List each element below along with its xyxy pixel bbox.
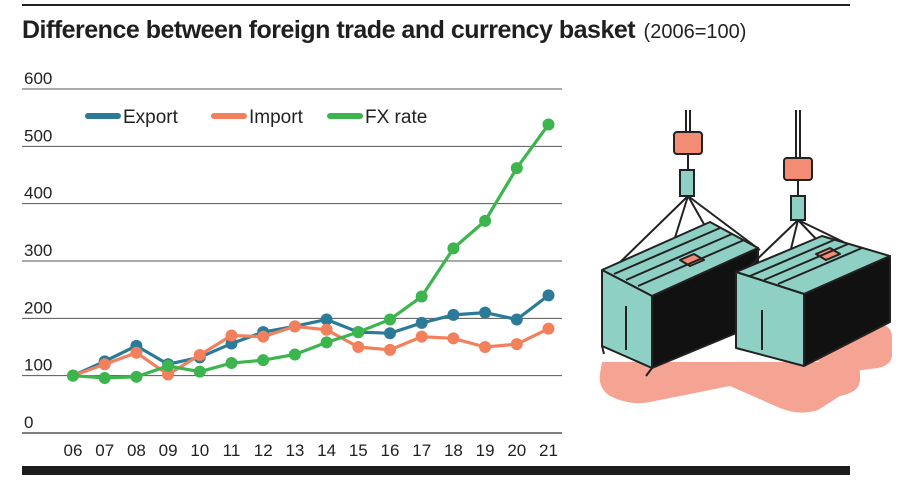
y-tick-label: 600 [24,69,52,88]
data-point [510,313,523,326]
container-icon [735,235,891,367]
legend: Export Import FX rate [85,107,427,128]
data-point [542,289,555,302]
data-point [542,322,555,335]
y-tick-label: 400 [24,184,52,203]
data-point [415,316,428,329]
y-tick-label: 200 [24,298,52,317]
data-point [352,326,365,339]
legend-label: Import [249,107,304,128]
chart-subtitle: (2006=100) [643,21,747,43]
x-tick-label: 06 [64,441,83,460]
data-point [288,348,301,361]
data-point [447,332,460,345]
y-axis-ticks: 0 100 200 300 400 500 600 [24,69,52,432]
shadow-shape [599,362,860,413]
chart-title: Difference between foreign trade and cur… [22,16,636,44]
x-tick-label: 20 [507,441,526,460]
x-tick-label: 11 [223,441,241,460]
data-point [288,320,301,333]
data-point [479,214,492,227]
x-tick-label: 07 [95,441,114,460]
legend-item: Export [85,107,179,128]
chart-header: Difference between foreign trade and cur… [22,16,746,45]
series-line [72,294,550,378]
y-tick-label: 500 [24,126,52,145]
top-rule [22,4,850,6]
series-line [72,324,550,378]
data-point [510,162,523,175]
legend-label: FX rate [365,107,427,128]
data-point [225,357,238,370]
data-point [384,313,396,326]
data-point [320,323,333,336]
containers-crane-icon [599,110,892,413]
crane-hook-icon [747,110,861,287]
y-tick-label: 0 [24,413,33,432]
data-point [447,308,460,321]
x-tick-label: 21 [539,441,558,460]
x-tick-label: 15 [349,441,368,460]
y-tick-label: 300 [24,241,52,260]
series-line [72,123,550,380]
data-point [352,341,365,353]
series-layer [67,118,555,384]
data-point [130,346,143,359]
x-tick-label: 13 [285,441,304,460]
data-point [162,368,175,381]
data-point [384,327,396,340]
x-tick-label: 18 [444,441,463,460]
series-fx-rate [67,118,555,384]
data-point [415,330,428,343]
data-point [415,290,428,303]
legend-item: Import [211,107,304,128]
x-tick-label: 12 [254,441,273,460]
x-tick-label: 09 [159,441,178,460]
bottom-rule [22,466,850,475]
data-point [193,349,206,362]
data-point [320,313,333,326]
data-point [479,341,492,353]
x-tick-label: 19 [476,441,495,460]
x-tick-label: 14 [317,441,336,460]
series-export [67,289,555,382]
data-point [320,336,333,349]
x-tick-label: 10 [190,441,209,460]
legend-item: FX rate [327,107,427,128]
data-point [447,242,460,255]
data-point [98,371,111,384]
data-point [479,306,492,319]
y-tick-label: 100 [24,356,52,375]
x-axis-ticks: 06 07 08 09 10 11 12 13 14 15 16 17 18 19 20 21 [64,441,558,460]
data-point [162,359,175,372]
data-point [67,369,79,382]
grid-lines [22,88,562,434]
x-tick-label: 16 [381,441,400,460]
container-icon [601,221,759,377]
x-tick-label: 17 [412,441,431,460]
data-point [130,370,143,383]
data-point [257,330,270,343]
x-tick-label: 08 [127,441,146,460]
series-import [67,320,555,382]
data-point [193,365,206,378]
data-point [225,329,238,342]
data-point [542,118,555,131]
legend-label: Export [123,107,179,128]
data-point [384,343,396,356]
data-point [510,338,523,351]
data-point [98,358,111,371]
data-point [257,354,270,367]
